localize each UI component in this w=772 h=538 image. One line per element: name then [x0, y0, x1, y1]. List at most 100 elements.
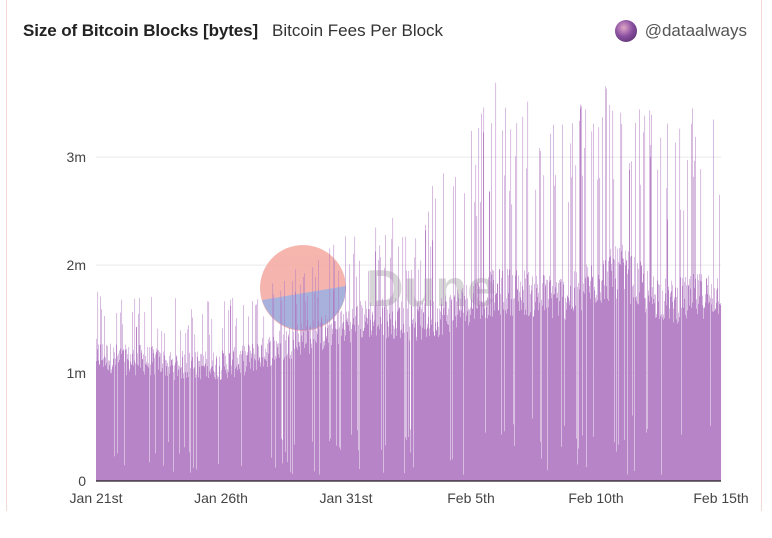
bar: [472, 308, 474, 481]
bar: [223, 353, 225, 481]
bar: [417, 309, 419, 481]
bar: [435, 322, 437, 481]
bar: [316, 342, 317, 481]
bar: [157, 328, 159, 481]
bar: [313, 338, 315, 481]
bar: [348, 325, 349, 481]
bar: [634, 257, 636, 481]
bar: [223, 353, 224, 481]
bar: [595, 297, 597, 481]
bars-group: [96, 82, 722, 482]
bar: [179, 453, 181, 481]
bar: [619, 247, 621, 481]
bar: [148, 363, 149, 481]
bar: [278, 343, 280, 481]
bar: [597, 300, 598, 481]
bar: [420, 260, 422, 481]
chart-title: Size of Bitcoin Blocks [bytes]: [23, 21, 259, 40]
bar: [97, 349, 98, 481]
bar: [574, 287, 576, 481]
bar: [408, 271, 410, 481]
bar: [637, 263, 638, 481]
bar: [482, 315, 483, 481]
bar: [513, 424, 515, 481]
bar: [300, 354, 302, 481]
bar: [264, 359, 265, 481]
bar: [149, 462, 150, 481]
bar: [454, 296, 456, 481]
bar: [347, 318, 349, 481]
bar: [662, 317, 663, 481]
bar: [636, 301, 638, 481]
bar: [136, 326, 137, 481]
bar: [543, 175, 545, 481]
bar: [543, 275, 544, 481]
bar: [644, 115, 646, 481]
bar: [138, 313, 139, 481]
bar: [225, 355, 226, 481]
bar: [301, 335, 303, 481]
avatar[interactable]: [614, 20, 637, 42]
bar: [139, 344, 141, 481]
bar: [148, 367, 150, 481]
bar: [596, 301, 598, 481]
bar: [324, 345, 326, 481]
bar: [124, 362, 125, 481]
bar: [560, 281, 562, 481]
bar: [539, 148, 540, 482]
bar: [204, 365, 205, 481]
bar: [561, 279, 563, 481]
bar: [418, 311, 419, 481]
bar: [308, 330, 310, 481]
bar: [513, 298, 514, 481]
bar: [528, 272, 530, 481]
bar: [468, 325, 470, 481]
bar: [694, 160, 695, 481]
bar: [590, 298, 592, 481]
bar: [335, 328, 336, 481]
bar: [304, 273, 305, 481]
bar: [655, 294, 656, 481]
bar: [636, 296, 637, 481]
author-block[interactable]: @dataalways: [614, 20, 747, 42]
bar: [707, 293, 709, 481]
bar: [669, 308, 671, 481]
bar: [492, 269, 494, 481]
bar: [98, 344, 99, 481]
bar: [569, 300, 570, 481]
bar: [473, 286, 475, 481]
bar: [526, 168, 527, 481]
bar: [411, 306, 413, 481]
author-handle[interactable]: @dataalways: [644, 21, 747, 40]
bar: [156, 348, 158, 481]
bar: [561, 446, 562, 481]
bar: [225, 369, 227, 481]
bar: [137, 364, 139, 481]
bar: [653, 276, 654, 481]
bar: [581, 105, 583, 482]
bar: [716, 289, 718, 481]
bar: [299, 342, 300, 481]
bar: [416, 336, 417, 481]
bar: [358, 450, 360, 481]
bar: [607, 271, 609, 481]
bar: [393, 325, 394, 481]
bar: [106, 344, 107, 481]
bar: [559, 279, 561, 481]
bar: [693, 273, 695, 481]
bar: [176, 356, 177, 481]
bar: [309, 327, 310, 481]
bar: [421, 339, 423, 481]
bar: [591, 131, 593, 481]
bar: [203, 355, 205, 481]
bar: [180, 330, 181, 481]
bar: [196, 469, 198, 481]
bar: [181, 378, 182, 481]
bar: [241, 354, 242, 481]
bar: [672, 285, 673, 481]
bar: [127, 359, 128, 481]
bar: [269, 337, 271, 481]
bar: [245, 371, 246, 481]
bar: [510, 129, 512, 482]
bar: [271, 457, 272, 481]
